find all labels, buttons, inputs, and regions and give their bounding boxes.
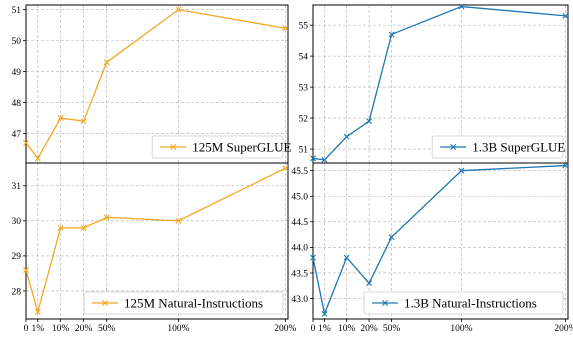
data-point: [562, 162, 569, 169]
y-tick-label: 44.0: [291, 244, 308, 254]
legend-marker: [170, 144, 177, 150]
data-point: [388, 234, 395, 241]
data-point: [175, 6, 182, 13]
data-point: [34, 309, 41, 315]
data-point: [103, 59, 110, 66]
data-point: [366, 118, 373, 125]
legend: 1.3B SuperGLUE: [431, 135, 565, 159]
x-tick-label: 50%: [98, 324, 116, 334]
data-point: [34, 155, 41, 162]
legend-marker: [450, 144, 457, 150]
legend-box: [363, 291, 564, 315]
data-point: [321, 310, 328, 317]
y-tick-label: 51: [299, 145, 309, 155]
data-point: [343, 254, 350, 261]
y-tick-label: 45.5: [291, 167, 308, 177]
x-tick-label: 10%: [52, 324, 70, 334]
panel-125m-superglue: 47 48 49 50 51 125M SuperGLUE: [12, 4, 292, 164]
legend-marker: [382, 300, 388, 306]
data-point: [310, 254, 316, 261]
legend: 125M SuperGLUE: [151, 135, 292, 159]
axes-frame: [312, 162, 569, 320]
legend-box: [431, 135, 564, 159]
panel-125m-natural-instructions: 28 29 30 31 0 1% 10% 20% 50% 100% 200% 125M Natural…: [12, 162, 297, 334]
y-tick-label: 45.0: [291, 193, 308, 203]
x-tick-label: 0: [311, 324, 316, 334]
y-tick-label: 51: [12, 6, 22, 16]
data-point: [80, 224, 87, 231]
y-tick-label: 49: [12, 68, 22, 78]
data-point: [343, 133, 350, 140]
legend: 125M Natural-Instructions: [83, 291, 284, 315]
y-tick-label: 43.5: [291, 269, 308, 279]
x-tick-label: 10%: [338, 324, 356, 334]
data-point: [562, 12, 569, 19]
y-tick-label: 43.0: [291, 295, 308, 305]
x-tick-label: 1%: [31, 324, 44, 334]
y-tick-label: 28: [12, 287, 22, 297]
x-tick-label: 200%: [274, 324, 296, 334]
panel-13b-natural-instructions: 43.0 43.5 44.0 44.5 45.0 45.5 0 1% 10% 20% 50% 100%…: [291, 162, 573, 334]
x-tick-label: 50%: [383, 324, 401, 334]
y-tick-label: 50: [12, 37, 22, 47]
data-point: [57, 224, 64, 231]
y-tick-label: 44.5: [291, 218, 308, 228]
data-point: [23, 139, 29, 146]
data-point: [80, 118, 87, 125]
data-point: [282, 25, 289, 32]
panel-13b-superglue: 51 52 53 54 55 1.3B SuperGLUE: [299, 3, 569, 164]
x-tick-label: 20%: [360, 324, 378, 334]
data-point: [458, 167, 465, 174]
legend-box: [151, 135, 284, 159]
x-tick-label: 1%: [318, 324, 331, 334]
axes-frame: [25, 162, 289, 320]
legend-label: 125M SuperGLUE: [192, 140, 291, 155]
data-point: [321, 156, 328, 163]
legend: 1.3B Natural-Instructions: [363, 291, 564, 315]
y-tick-label: 30: [12, 217, 22, 227]
data-point: [366, 280, 373, 287]
data-point: [175, 217, 182, 224]
data-point: [23, 266, 29, 273]
data-point: [282, 165, 289, 172]
legend-label: 1.3B Natural-Instructions: [404, 296, 537, 311]
y-tick-label: 47: [12, 130, 22, 140]
y-tick-label: 31: [12, 182, 22, 192]
data-point: [310, 155, 316, 162]
x-tick-label: 100%: [450, 324, 472, 334]
data-point: [458, 3, 465, 10]
y-tick-label: 29: [12, 252, 22, 262]
legend-marker: [102, 300, 108, 306]
data-point: [388, 31, 395, 38]
x-tick-label: 0: [24, 324, 29, 334]
data-point: [57, 115, 64, 122]
x-tick-label: 100%: [167, 324, 189, 334]
legend-box: [83, 291, 284, 315]
legend-label: 125M Natural-Instructions: [124, 296, 263, 311]
y-tick-label: 52: [299, 114, 309, 124]
legend-label: 1.3B SuperGLUE: [472, 140, 565, 155]
y-tick-label: 54: [299, 52, 309, 62]
y-tick-label: 53: [299, 83, 309, 93]
y-tick-label: 55: [299, 21, 309, 31]
series-line: [25, 167, 286, 315]
y-tick-label: 48: [12, 99, 22, 109]
x-tick-label: 20%: [75, 324, 93, 334]
x-tick-label: 200%: [554, 324, 573, 334]
data-point: [103, 214, 110, 221]
